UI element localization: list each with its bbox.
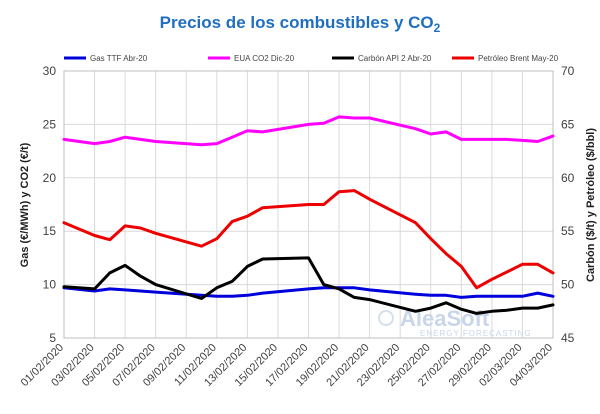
watermark-logo: AleaSoft ENERGY FORECASTING <box>378 306 532 338</box>
watermark-tagline: ENERGY FORECASTING <box>420 329 532 338</box>
y-tick-right: 65 <box>561 117 575 131</box>
y-tick-left: 10 <box>43 278 57 292</box>
series-line-petroleo-brent-may-20 <box>62 189 555 290</box>
y-tick-left: 15 <box>43 224 57 238</box>
y-tick-left: 5 <box>49 331 56 345</box>
y-tick-right: 70 <box>561 64 575 78</box>
chart-legend: Gas TTF Abr-20 EUA CO2 Dic-20 Carbón API 2… <box>64 54 559 63</box>
y-tick-left: 30 <box>43 64 57 78</box>
y-tick-right: 50 <box>561 278 575 292</box>
legend-label: Carbón API 2 Abr-20 <box>358 54 432 63</box>
y-tick-left: 25 <box>43 117 57 131</box>
legend-label: EUA CO2 Dic-20 <box>234 54 295 63</box>
y-axis-left-label: Gas (€/MWh) y CO2 (€/t) <box>19 142 31 267</box>
legend-label: Petróleo Brent May-20 <box>478 54 559 63</box>
series-lines <box>62 115 555 315</box>
y-tick-right: 45 <box>561 331 575 345</box>
y-tick-right: 55 <box>561 224 575 238</box>
series-line-carbon-api-2-abr-20 <box>62 256 555 315</box>
chart-title: Precios de los combustibles y CO2 <box>160 13 441 35</box>
plot-area-border <box>63 70 554 339</box>
y-tick-left: 20 <box>43 171 57 185</box>
y-tick-right: 60 <box>561 171 575 185</box>
legend-label: Gas TTF Abr-20 <box>90 54 148 63</box>
y-axis-right-label: Carbón ($/t) y Petróleo ($/bbl) <box>585 128 597 282</box>
series-line-eua-co2-dic-20 <box>62 115 555 147</box>
